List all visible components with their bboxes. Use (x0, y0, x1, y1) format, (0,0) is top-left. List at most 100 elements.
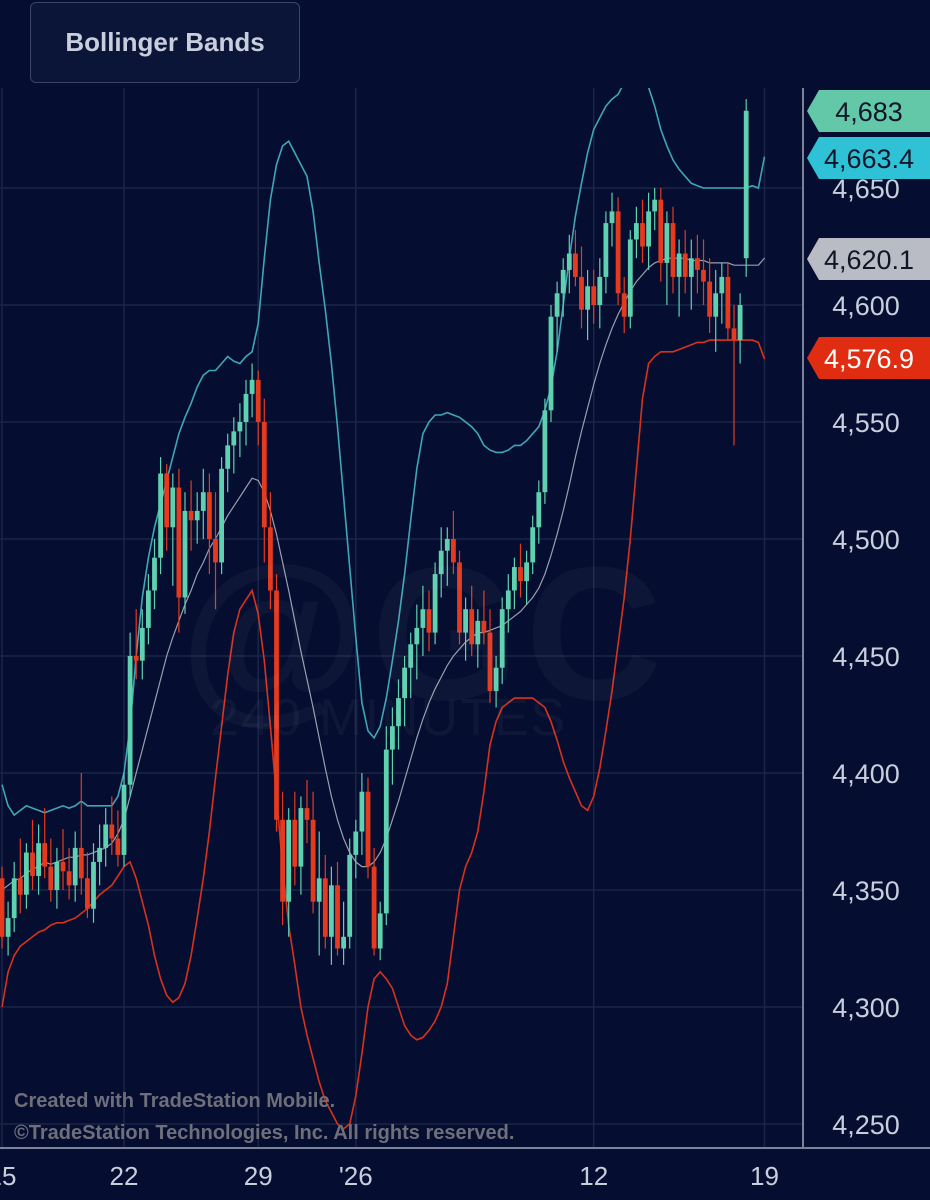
candle-down (579, 276, 584, 310)
candle-up (24, 852, 29, 895)
candle-down (518, 567, 523, 582)
candle-up (560, 269, 566, 294)
price-tag-label: 4,576.9 (824, 344, 914, 374)
candle-down (42, 843, 48, 867)
candle-up (200, 492, 206, 511)
x-tick-label: 19 (750, 1161, 779, 1191)
candle-down (176, 487, 182, 598)
x-tick-label: 12 (579, 1161, 608, 1191)
candle-up (139, 627, 145, 661)
y-tick-label: 4,450 (832, 642, 900, 672)
candle-up (402, 667, 407, 699)
candle-up (554, 293, 560, 317)
candle-up (719, 276, 725, 294)
candle-down (60, 861, 66, 872)
candle-up (170, 487, 176, 528)
y-tick-label: 4,400 (832, 759, 900, 789)
candle-up (512, 567, 517, 591)
candle-up (152, 557, 157, 591)
candle-down (573, 253, 578, 277)
y-tick-label: 4,550 (832, 408, 900, 438)
candle-down (188, 510, 194, 521)
candle-up (463, 609, 468, 633)
candle-down (682, 253, 688, 277)
candle-down (30, 852, 35, 876)
candle-down (707, 281, 712, 317)
candle-up (420, 609, 426, 628)
candle-down (335, 885, 340, 949)
candle-up (542, 410, 548, 493)
candle-up (298, 808, 304, 867)
y-tick-label: 4,600 (832, 291, 900, 321)
y-tick-label: 4,350 (832, 876, 900, 906)
candle-down (109, 824, 115, 839)
candle-up (634, 223, 639, 240)
candle-down (322, 878, 328, 937)
candle-down (371, 866, 377, 949)
candle-down (658, 199, 664, 263)
candle-down (457, 562, 462, 633)
candle-down (451, 539, 456, 563)
candle-up (5, 918, 11, 937)
x-tick-label: 29 (244, 1161, 273, 1191)
candle-up (103, 824, 109, 848)
candle-up (432, 574, 438, 633)
price-tag-upper-band (807, 137, 930, 179)
candle-up (231, 431, 237, 446)
candle-up (36, 843, 41, 876)
candle-down (280, 819, 285, 902)
candle-down (621, 293, 627, 317)
candle-down (365, 791, 371, 867)
candle-down (481, 620, 487, 633)
credit-line-1: Created with TradeStation Mobile. (14, 1090, 336, 1112)
candle-down (268, 527, 273, 591)
candle-down (701, 269, 706, 282)
plot-area (0, 88, 766, 1130)
candle-up (664, 223, 670, 263)
candle-up (396, 698, 401, 727)
candle-up (121, 784, 127, 855)
candle-up (225, 445, 231, 469)
candle-up (524, 562, 529, 582)
candle-down (207, 492, 212, 539)
candle-up (743, 110, 749, 259)
candle-up (182, 510, 188, 598)
candle-down (310, 819, 316, 902)
candle-up (713, 293, 719, 317)
candle-up (585, 286, 590, 310)
candle-up (609, 211, 615, 224)
candle-up (505, 590, 511, 610)
candle-up (11, 878, 17, 919)
candle-down (731, 328, 737, 341)
candle-down (66, 871, 72, 886)
candle-down (469, 609, 475, 645)
candle-up (97, 847, 102, 862)
candle-up (316, 878, 322, 902)
candle-up (72, 847, 78, 886)
candle-down (133, 656, 139, 661)
candle-up (566, 253, 572, 270)
candle-up (597, 276, 603, 305)
candle-up (603, 223, 609, 277)
watermark-timeframe: 240 MINUTES (210, 688, 567, 748)
candle-down (255, 379, 261, 422)
y-tick-label: 4,500 (832, 525, 900, 555)
price-tag-middle-band (807, 238, 930, 280)
candle-up (347, 854, 353, 937)
price-tag-lower-band (807, 337, 930, 379)
x-tick-label: 15 (0, 1161, 16, 1191)
candle-down (261, 422, 267, 528)
candle-down (695, 258, 700, 270)
candle-up (652, 199, 658, 212)
candle-up (414, 627, 420, 645)
price-tag-label: 4,683 (835, 97, 903, 127)
candle-down (0, 878, 5, 937)
candle-up (54, 861, 60, 890)
bollinger-bands-button[interactable]: Bollinger Bands (30, 2, 300, 83)
candle-up (408, 644, 414, 668)
candle-down (78, 847, 84, 879)
candle-down (640, 223, 645, 247)
credit-line-2: ©TradeStation Technologies, Inc. All rig… (14, 1122, 515, 1144)
candle-up (688, 258, 694, 277)
